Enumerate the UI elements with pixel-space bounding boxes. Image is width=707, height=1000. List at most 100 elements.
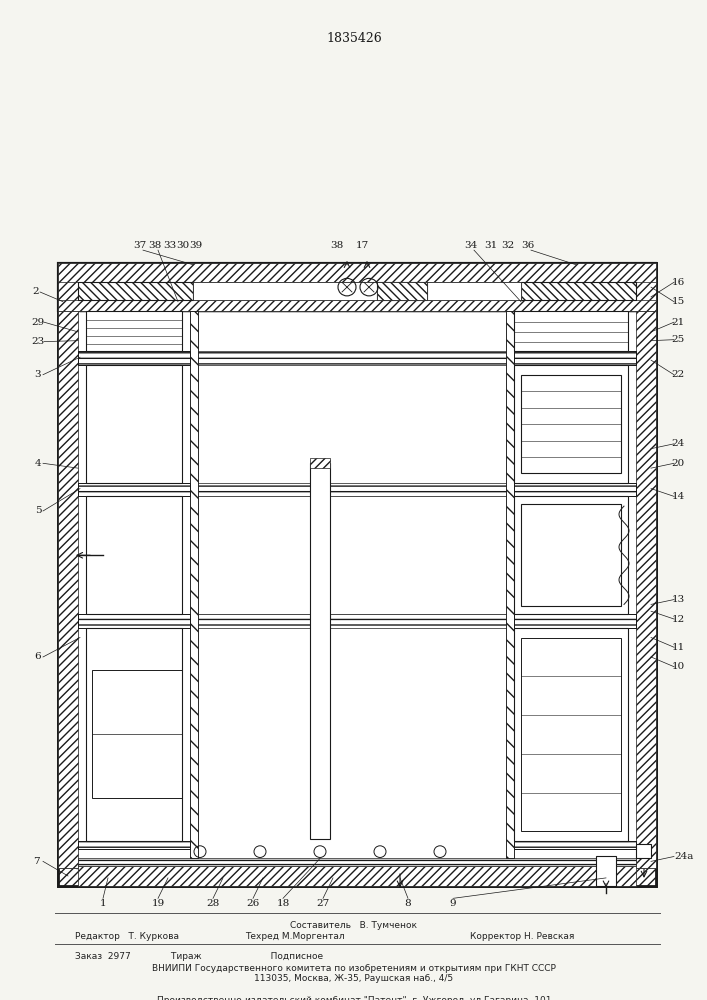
Text: 8: 8 (404, 899, 411, 908)
Text: 28: 28 (206, 899, 220, 908)
Text: 37: 37 (134, 241, 146, 250)
Bar (636, 263, 656, 311)
Bar (508, 483, 638, 496)
Text: 26: 26 (246, 899, 259, 908)
Text: 9: 9 (450, 899, 456, 908)
Bar (78, 614, 190, 628)
Text: 23: 23 (31, 337, 45, 346)
Bar (76, 614, 191, 628)
Bar (528, 271, 638, 304)
Text: 12: 12 (672, 615, 684, 624)
Bar (92, 670, 182, 798)
Bar (514, 841, 636, 849)
Text: 19: 19 (151, 899, 165, 908)
Bar (58, 263, 76, 311)
Text: 13: 13 (672, 595, 684, 604)
Bar (78, 841, 190, 849)
Text: 18: 18 (276, 899, 290, 908)
Bar (76, 483, 191, 496)
Bar (514, 841, 636, 849)
Bar (58, 311, 76, 886)
Bar (78, 351, 190, 365)
Bar (58, 263, 656, 282)
Text: 113035, Москва, Ж-35, Раушская наб., 4/5: 113035, Москва, Ж-35, Раушская наб., 4/5 (255, 974, 454, 983)
Text: 30: 30 (176, 241, 189, 250)
Bar (521, 504, 621, 606)
Text: 39: 39 (189, 241, 203, 250)
Text: 2: 2 (33, 287, 40, 296)
Text: 34: 34 (464, 241, 478, 250)
Bar (58, 263, 656, 886)
Bar (377, 282, 427, 300)
Text: 31: 31 (484, 241, 498, 250)
Text: 32: 32 (501, 241, 515, 250)
Text: 20: 20 (672, 459, 684, 468)
Bar (514, 483, 636, 496)
Bar (514, 483, 636, 496)
Text: 25: 25 (672, 335, 684, 344)
Text: 4: 4 (35, 459, 41, 468)
Text: 38: 38 (148, 241, 162, 250)
Text: Составитель   В. Тумченок: Составитель В. Тумченок (291, 921, 418, 930)
Bar (78, 483, 190, 496)
Bar (191, 351, 508, 365)
Bar (58, 263, 656, 311)
Bar (514, 365, 628, 483)
Text: 3: 3 (35, 370, 41, 379)
Bar (514, 628, 628, 841)
Bar (58, 263, 656, 311)
Bar (58, 263, 656, 886)
Text: 16: 16 (672, 278, 684, 287)
Bar (191, 483, 508, 496)
Bar (521, 638, 621, 831)
Text: 5: 5 (35, 506, 41, 515)
Bar (508, 614, 638, 628)
Bar (596, 856, 616, 886)
Bar (514, 351, 636, 365)
Text: 1835426: 1835426 (326, 32, 382, 45)
Text: 21: 21 (672, 318, 684, 327)
Bar (638, 263, 656, 311)
Bar (521, 375, 621, 473)
Text: 10: 10 (672, 662, 684, 671)
Text: 22: 22 (672, 370, 684, 379)
Bar (506, 311, 514, 858)
Bar (58, 311, 78, 868)
Text: 36: 36 (521, 241, 534, 250)
Bar (58, 263, 78, 311)
Bar (78, 841, 190, 849)
Bar (76, 351, 191, 365)
Text: 38: 38 (330, 241, 344, 250)
Bar (76, 365, 638, 483)
Text: 14: 14 (672, 492, 684, 501)
Bar (638, 311, 656, 886)
Bar (76, 311, 638, 351)
Bar (76, 628, 638, 868)
Bar (86, 365, 182, 483)
Bar (58, 263, 656, 311)
Bar (78, 483, 190, 496)
Bar (60, 265, 654, 311)
Bar (190, 311, 198, 858)
Bar (190, 311, 198, 858)
Bar (78, 351, 190, 365)
Bar (514, 496, 628, 614)
Text: 29: 29 (31, 318, 45, 327)
Bar (86, 311, 182, 351)
Bar (58, 304, 656, 311)
Text: 33: 33 (163, 241, 177, 250)
Text: Техред М.Моргентал: Техред М.Моргентал (245, 932, 344, 941)
Bar (78, 866, 636, 886)
Bar (514, 311, 628, 351)
Bar (377, 282, 427, 300)
Bar (78, 614, 190, 628)
Bar (191, 614, 508, 628)
Text: Производственно-издательский комбинат "Патент", г. Ужгород, ул.Гагарина. 101: Производственно-издательский комбинат "П… (157, 996, 551, 1000)
Bar (86, 496, 182, 614)
Bar (76, 311, 191, 868)
Bar (76, 496, 638, 614)
Bar (58, 300, 656, 311)
Bar (78, 282, 636, 300)
Text: 27: 27 (316, 899, 329, 908)
Bar (514, 614, 636, 628)
